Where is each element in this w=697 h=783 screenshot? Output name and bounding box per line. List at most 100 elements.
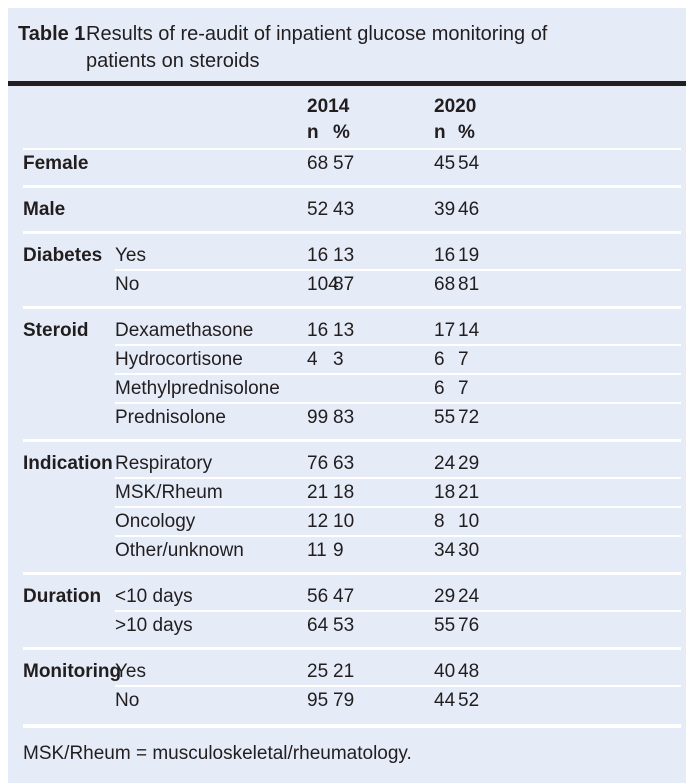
table-row: No 95 79 44 52 <box>23 687 681 714</box>
row-category-label <box>23 537 115 564</box>
table-row: MSK/Rheum 21 18 18 21 <box>23 479 681 506</box>
year-header-spacer <box>23 94 307 120</box>
value-n-2014: 76 <box>307 453 329 474</box>
value-n-2014: 16 <box>307 320 329 341</box>
value-pct-2014: 21 <box>333 661 355 682</box>
value-pct-2014 <box>333 375 434 402</box>
value-n-2020: 34 <box>434 540 456 561</box>
row-category-label: Diabetes <box>23 245 103 266</box>
value-n-2020: 55 <box>434 615 456 636</box>
table-row-separator <box>115 477 681 479</box>
value-n-2014: 11 <box>307 540 327 561</box>
table-group-separator <box>23 572 681 575</box>
value-pct-2020: 7 <box>458 378 469 399</box>
value-pct-2020: 54 <box>458 153 480 174</box>
row-subcategory-label: Oncology <box>115 511 196 532</box>
value-pct-2014: 87 <box>333 274 355 295</box>
table-row-separator <box>115 610 681 612</box>
value-n-2014 <box>307 375 333 402</box>
value-pct-2020: 7 <box>458 349 469 370</box>
table-number: Table 1 <box>18 23 86 45</box>
table-row: >10 days 64 53 55 76 <box>23 612 681 639</box>
value-pct-2020: 29 <box>458 453 480 474</box>
value-pct-2014: 13 <box>333 245 355 266</box>
row-subcategory-label: Yes <box>115 245 146 266</box>
value-pct-2014: 10 <box>333 511 355 532</box>
value-n-2014: 21 <box>307 482 329 503</box>
table-row: Male 52 43 39 46 <box>23 196 681 223</box>
value-pct-2020: 52 <box>458 690 480 711</box>
value-n-2020: 40 <box>434 661 456 682</box>
value-pct-2020: 46 <box>458 199 480 220</box>
row-category-label <box>23 346 115 373</box>
header-separator <box>23 148 681 150</box>
year-header-2014: 2014 <box>307 96 350 117</box>
stat-header-spacer <box>115 120 307 146</box>
row-category-label <box>23 612 115 639</box>
value-n-2014: 64 <box>307 615 329 636</box>
value-n-2014: 68 <box>307 153 329 174</box>
table-row: Methylprednisolone 6 7 <box>23 375 681 402</box>
row-category-label: Monitoring <box>23 661 122 682</box>
value-pct-2020: 21 <box>458 482 480 503</box>
row-subcategory-label: Methylprednisolone <box>115 378 280 399</box>
value-pct-2014: 83 <box>333 407 355 428</box>
value-n-2020: 68 <box>434 274 456 295</box>
value-pct-2014: 3 <box>333 349 344 370</box>
value-n-2020: 16 <box>434 245 456 266</box>
table-row: Oncology 12 10 8 10 <box>23 508 681 535</box>
value-pct-2020: 14 <box>458 320 480 341</box>
table-row-separator <box>115 344 681 346</box>
row-category-label <box>23 479 115 506</box>
value-n-2020: 18 <box>434 482 456 503</box>
n-header-2014: n <box>307 122 319 143</box>
stat-header-spacer <box>23 120 115 146</box>
value-n-2020: 17 <box>434 320 456 341</box>
value-pct-2014: 79 <box>333 690 355 711</box>
table-row-separator <box>115 685 681 687</box>
row-category-label <box>23 687 115 714</box>
table-row: Female 68 57 45 54 <box>23 150 681 177</box>
row-category-label: Indication <box>23 453 113 474</box>
value-n-2014: 52 <box>307 199 329 220</box>
value-pct-2014: 43 <box>333 199 355 220</box>
value-n-2014: 12 <box>307 511 329 532</box>
n-header-2020: n <box>434 122 446 143</box>
table-row: Indication Respiratory 76 63 24 29 <box>23 450 681 477</box>
value-n-2020: 6 <box>434 349 445 370</box>
data-table: 2014 2020 n % n % Female 68 57 45 54 Male 52 43… <box>8 86 686 783</box>
value-pct-2020: 81 <box>458 274 480 295</box>
value-pct-2014: 18 <box>333 482 355 503</box>
table-group-separator <box>23 306 681 309</box>
table-footnote: MSK/Rheum = musculoskeletal/rheumatology… <box>23 743 412 764</box>
value-n-2020: 8 <box>434 511 445 532</box>
table-panel: Table 1 Results of re-audit of inpatient… <box>8 8 686 783</box>
table-group-separator <box>23 185 681 188</box>
table-row: Prednisolone 99 83 55 72 <box>23 404 681 431</box>
table-row-separator <box>115 402 681 404</box>
row-subcategory-label <box>115 150 307 177</box>
value-pct-2020: 10 <box>458 511 480 532</box>
row-subcategory-label: <10 days <box>115 586 193 607</box>
table-body: Female 68 57 45 54 Male 52 43 39 46 Diabetes Yes 16 1… <box>23 150 681 714</box>
table-row: Other/unknown 11 9 34 30 <box>23 537 681 564</box>
row-subcategory-label: MSK/Rheum <box>115 482 223 503</box>
row-subcategory-label: No <box>115 690 140 711</box>
value-pct-2020: 48 <box>458 661 480 682</box>
row-subcategory-label: Hydrocortisone <box>115 349 243 370</box>
table-row-separator <box>115 269 681 271</box>
value-pct-2020: 72 <box>458 407 480 428</box>
value-pct-2014: 63 <box>333 453 355 474</box>
row-category-label: Duration <box>23 586 102 607</box>
table-row-separator <box>115 506 681 508</box>
year-header-row: 2014 2020 <box>23 86 681 120</box>
table-row: Monitoring Yes 25 21 40 48 <box>23 658 681 685</box>
row-subcategory-label <box>115 196 307 223</box>
value-pct-2020: 30 <box>458 540 480 561</box>
value-pct-2014: 53 <box>333 615 355 636</box>
value-n-2014: 56 <box>307 586 329 607</box>
value-n-2020: 44 <box>434 690 456 711</box>
table-row: Steroid Dexamethasone 16 13 17 14 <box>23 317 681 344</box>
row-subcategory-label: Respiratory <box>115 453 213 474</box>
table-row: Diabetes Yes 16 13 16 19 <box>23 242 681 269</box>
